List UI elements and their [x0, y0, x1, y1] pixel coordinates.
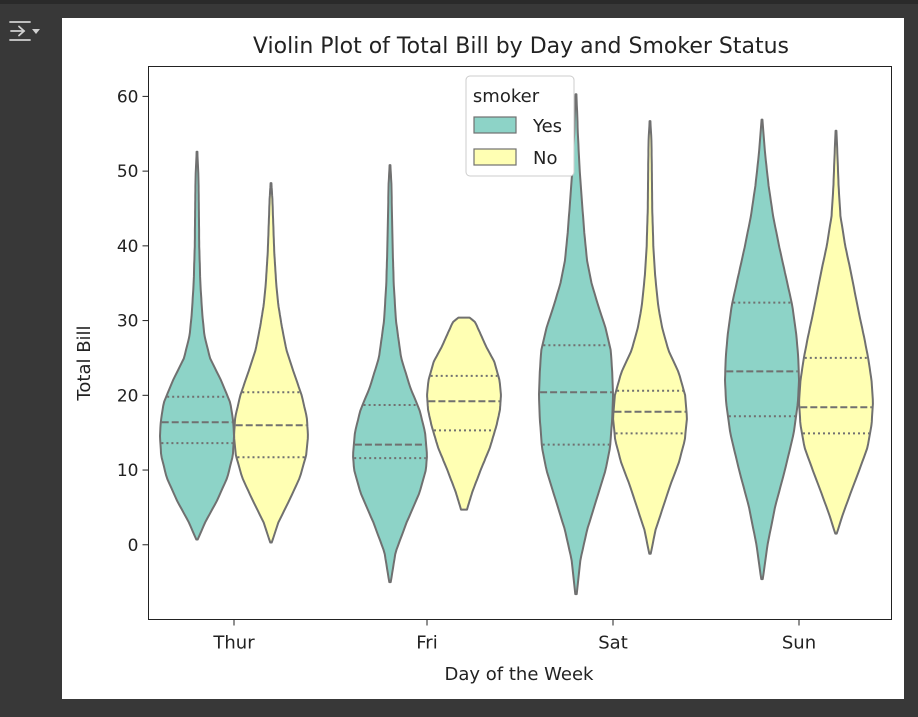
violins-layer	[159, 93, 874, 596]
violin-thur-yes	[159, 150, 235, 541]
violin-sat-no	[612, 120, 688, 555]
y-axis: 0 10 20 30 40 50 60	[117, 87, 149, 556]
violin-fri-yes	[352, 164, 428, 584]
violin-sun-yes	[724, 118, 800, 581]
x-tick-label: Thur	[212, 633, 255, 654]
y-axis-label: Total Bill	[74, 325, 95, 401]
y-tick-label: 10	[117, 461, 139, 481]
x-tick-label: Fri	[416, 633, 437, 654]
legend-swatch-yes	[473, 116, 517, 134]
legend-swatch-no	[473, 148, 517, 166]
x-axis: Thur Fri Sat Sun	[212, 619, 816, 654]
x-tick-label: Sat	[598, 633, 628, 654]
violin-thur-no	[233, 182, 309, 544]
legend-label-yes: Yes	[532, 116, 562, 137]
y-tick-label: 60	[117, 87, 139, 107]
violin-sat-yes	[538, 93, 614, 596]
violin-sun-no	[798, 129, 874, 535]
x-tick-label: Sun	[782, 633, 816, 654]
y-tick-label: 40	[117, 237, 139, 257]
notebook-top-border	[0, 0, 918, 4]
output-collapse-icon[interactable]	[8, 19, 42, 43]
violin-fri-no	[426, 316, 502, 511]
y-tick-label: 50	[117, 162, 139, 182]
y-tick-label: 0	[128, 536, 139, 556]
legend: smoker Yes No	[465, 75, 575, 177]
legend-label-no: No	[533, 148, 557, 169]
chart-title: Violin Plot of Total Bill by Day and Smo…	[253, 34, 789, 59]
chart-figure: Violin Plot of Total Bill by Day and Smo…	[62, 18, 904, 699]
y-tick-label: 20	[117, 386, 139, 406]
y-tick-label: 30	[117, 312, 139, 332]
violin-chart: Violin Plot of Total Bill by Day and Smo…	[74, 34, 892, 685]
legend-title: smoker	[473, 86, 540, 107]
plot-frame	[148, 66, 892, 620]
x-axis-label: Day of the Week	[445, 664, 594, 685]
